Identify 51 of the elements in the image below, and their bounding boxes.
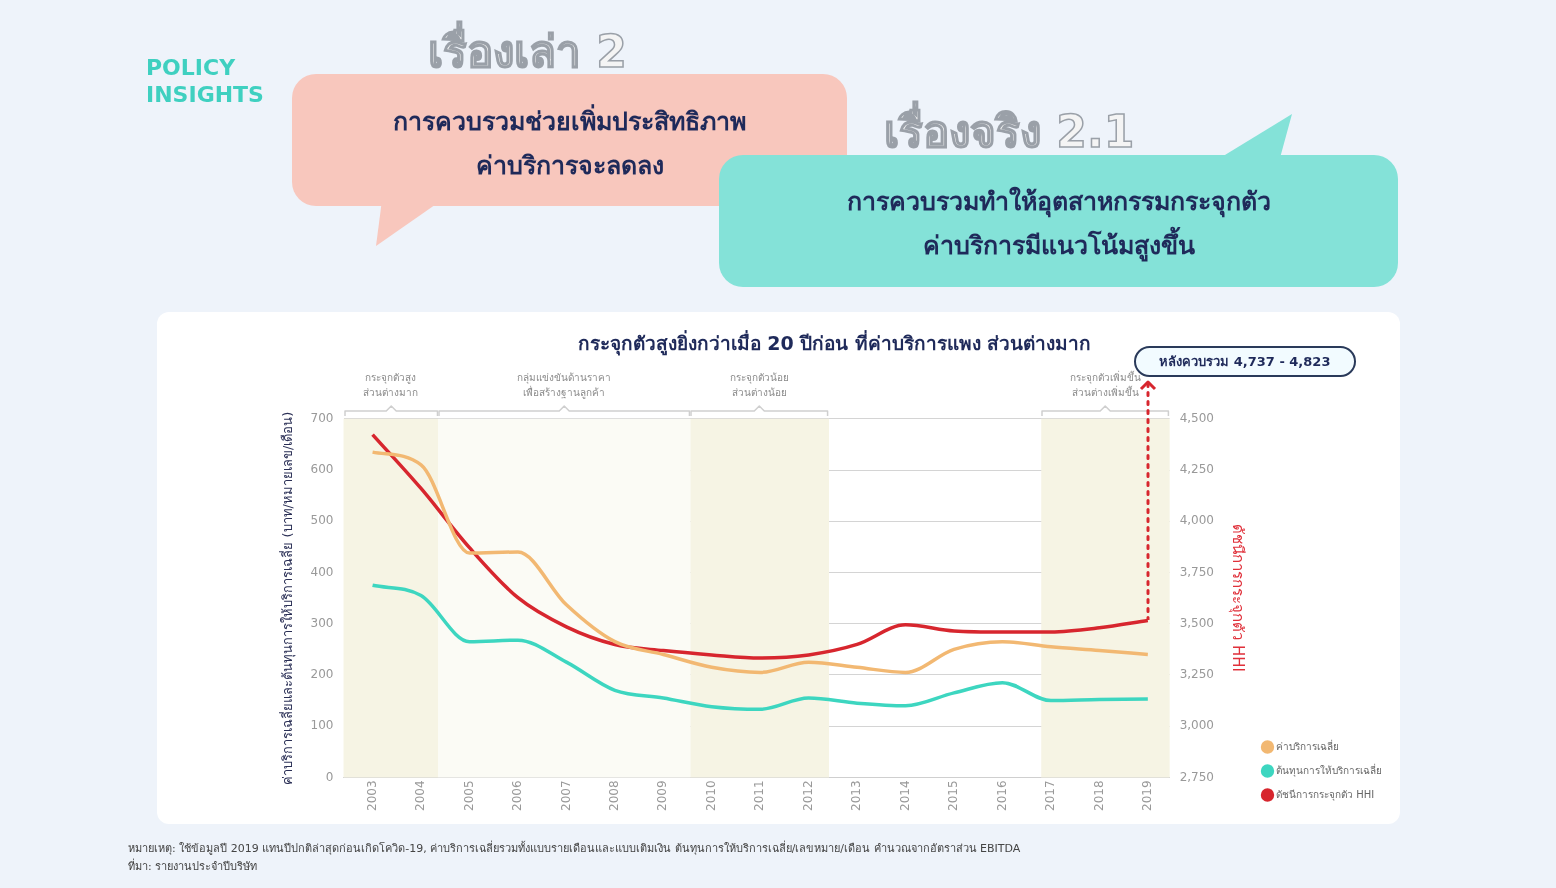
x-tick-label: 2017: [1043, 780, 1058, 812]
text: หลังควบรวม 4,737 - 4,823: [1159, 354, 1331, 369]
band-label: กระจุกตัวน้อย ส่วนต่างน้อย: [729, 370, 791, 400]
x-tick-label: 2008: [606, 780, 621, 812]
y-tick-label: 100: [310, 718, 334, 733]
text: POLICY INSIGHTS: [146, 54, 265, 108]
text: หมายเหตุ: ใช้ข้อมูลปี 2019 แทนปีปกติล่าสุดก่อนเกิดโควิด-19, ค่าบริการเฉลี่ยรวมทั้งแบบรายเดือนและแบบเติมเงิน ต้นทุนการให้บริการเฉลี่ย/เลขหมาย/เดือน คำนวณจากอัตราส่วน EBITDA ที่มา: รายงานประจำปีบริษัท: [128, 840, 1021, 875]
band-label: กระจุกตัวสูง ส่วนต่างมาก: [362, 370, 420, 400]
x-tick-label: 2013: [849, 780, 864, 812]
y2-tick-label: 4,250: [1179, 462, 1215, 477]
x-tick-label: 2016: [994, 780, 1009, 812]
y2-tick-label: 3,500: [1179, 615, 1215, 630]
x-tick-label: 2009: [655, 780, 670, 812]
x-tick-label: 2019: [1139, 780, 1154, 812]
y-tick-label: 300: [310, 615, 334, 630]
text: เรื่องเล่า 2: [428, 20, 627, 79]
y-tick-label: 500: [310, 513, 334, 528]
line-series: [370, 583, 1150, 712]
legend-label: ดัชนีการกระจุกตัว HHI: [1276, 788, 1375, 801]
band-label: กระจุกตัวเพิ่มขึ้น ส่วนต่างเพิ่มขึ้น: [1068, 369, 1142, 400]
legend-label: ต้นทุนการให้บริการเฉลี่ย: [1276, 762, 1382, 777]
y-tick-label: 600: [310, 462, 334, 477]
x-tick-label: 2011: [752, 780, 767, 812]
y2-tick-label: 3,250: [1179, 667, 1215, 682]
band-label: กลุ่มแข่งขันด้านราคา เพื่อสร้างฐานลูกค้า: [516, 370, 613, 400]
text: เรื่องจริง 2.1: [884, 100, 1135, 159]
y2-tick-label: 3,750: [1179, 564, 1215, 579]
x-tick-label: 2015: [946, 780, 961, 812]
y2-tick-label: 2,750: [1179, 769, 1215, 784]
y-tick-label: 400: [310, 564, 334, 579]
text: การควบรวมช่วยเพิ่มประสิทธิภาพ ค่าบริการจะลดลง: [392, 103, 747, 182]
y2-tick-label: 4,000: [1179, 513, 1215, 528]
legend-label: ค่าบริการเฉลี่ย: [1276, 738, 1339, 752]
text: การควบรวมทำให้อุตสาหกรรมกระจุกตัว ค่าบริการมีแนวโน้มสูงขึ้น: [845, 185, 1272, 264]
x-tick-label: 2010: [703, 780, 718, 812]
x-tick-label: 2014: [897, 780, 912, 812]
x-tick-label: 2018: [1091, 780, 1106, 812]
y2-tick-label: 4,500: [1179, 410, 1215, 425]
x-tick-label: 2005: [461, 780, 476, 812]
y2-axis-title: ดัชนีการกระจุกตัว HHI: [1228, 524, 1248, 673]
x-tick-label: 2007: [558, 780, 573, 812]
x-tick-label: 2012: [800, 780, 815, 812]
y-tick-label: 200: [310, 667, 334, 682]
chart-title: กระจุกตัวสูงยิ่งกว่าเมื่อ 20 ปีก่อน ที่ค่าบริการแพง ส่วนต่างมาก: [577, 330, 1092, 357]
x-tick-label: 2006: [510, 780, 525, 812]
y2-tick-label: 3,000: [1179, 718, 1215, 733]
y-tick-label: 700: [310, 410, 334, 425]
x-tick-label: 2004: [413, 780, 428, 812]
x-tick-label: 2003: [364, 780, 379, 812]
y-tick-label: 0: [325, 769, 334, 784]
y-axis-title: ค่าบริการเฉลี่ยและต้นทุนการให้บริการเฉลี่ย (บาท/หมายเลข/เดือน): [279, 411, 297, 785]
